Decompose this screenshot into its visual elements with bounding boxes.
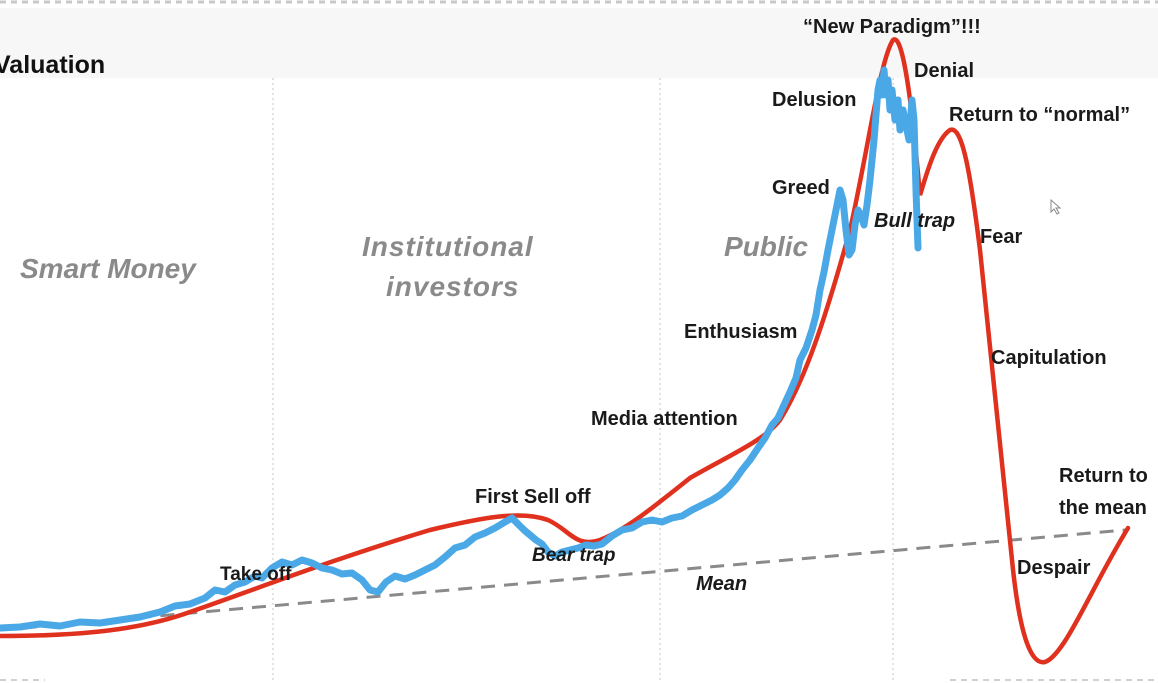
- label-bear-trap: Bear trap: [532, 545, 615, 566]
- bubble-curve: [0, 37, 1131, 665]
- label-first-sell-off: First Sell off: [475, 486, 591, 508]
- page-title: Valuation: [0, 51, 105, 79]
- phase-institutional: Institutional: [362, 231, 534, 262]
- label-enthusiasm: Enthusiasm: [684, 321, 797, 343]
- phase-smart-money: Smart Money: [20, 253, 197, 284]
- label-new-paradigm: “New Paradigm”!!!: [803, 16, 981, 38]
- label-return-to-mean-1: Return to: [1059, 465, 1148, 487]
- label-return-to-mean-2: the mean: [1059, 497, 1147, 519]
- label-mean: Mean: [696, 573, 747, 595]
- label-bull-trap: Bull trap: [874, 210, 955, 232]
- label-fear: Fear: [980, 226, 1022, 248]
- phase-public: Public: [724, 231, 808, 262]
- label-media-attention: Media attention: [591, 408, 738, 430]
- phase-investors-line: investors: [386, 271, 520, 302]
- price-line: [0, 66, 922, 632]
- cursor-icon: [1050, 198, 1062, 215]
- label-greed: Greed: [772, 177, 830, 199]
- header-band: [0, 8, 1158, 78]
- label-capitulation: Capitulation: [991, 347, 1107, 369]
- label-delusion: Delusion: [772, 89, 856, 111]
- label-denial: Denial: [914, 60, 974, 82]
- label-take-off: Take off: [220, 564, 292, 585]
- label-return-to-normal: Return to “normal”: [949, 104, 1130, 126]
- label-despair: Despair: [1017, 557, 1091, 579]
